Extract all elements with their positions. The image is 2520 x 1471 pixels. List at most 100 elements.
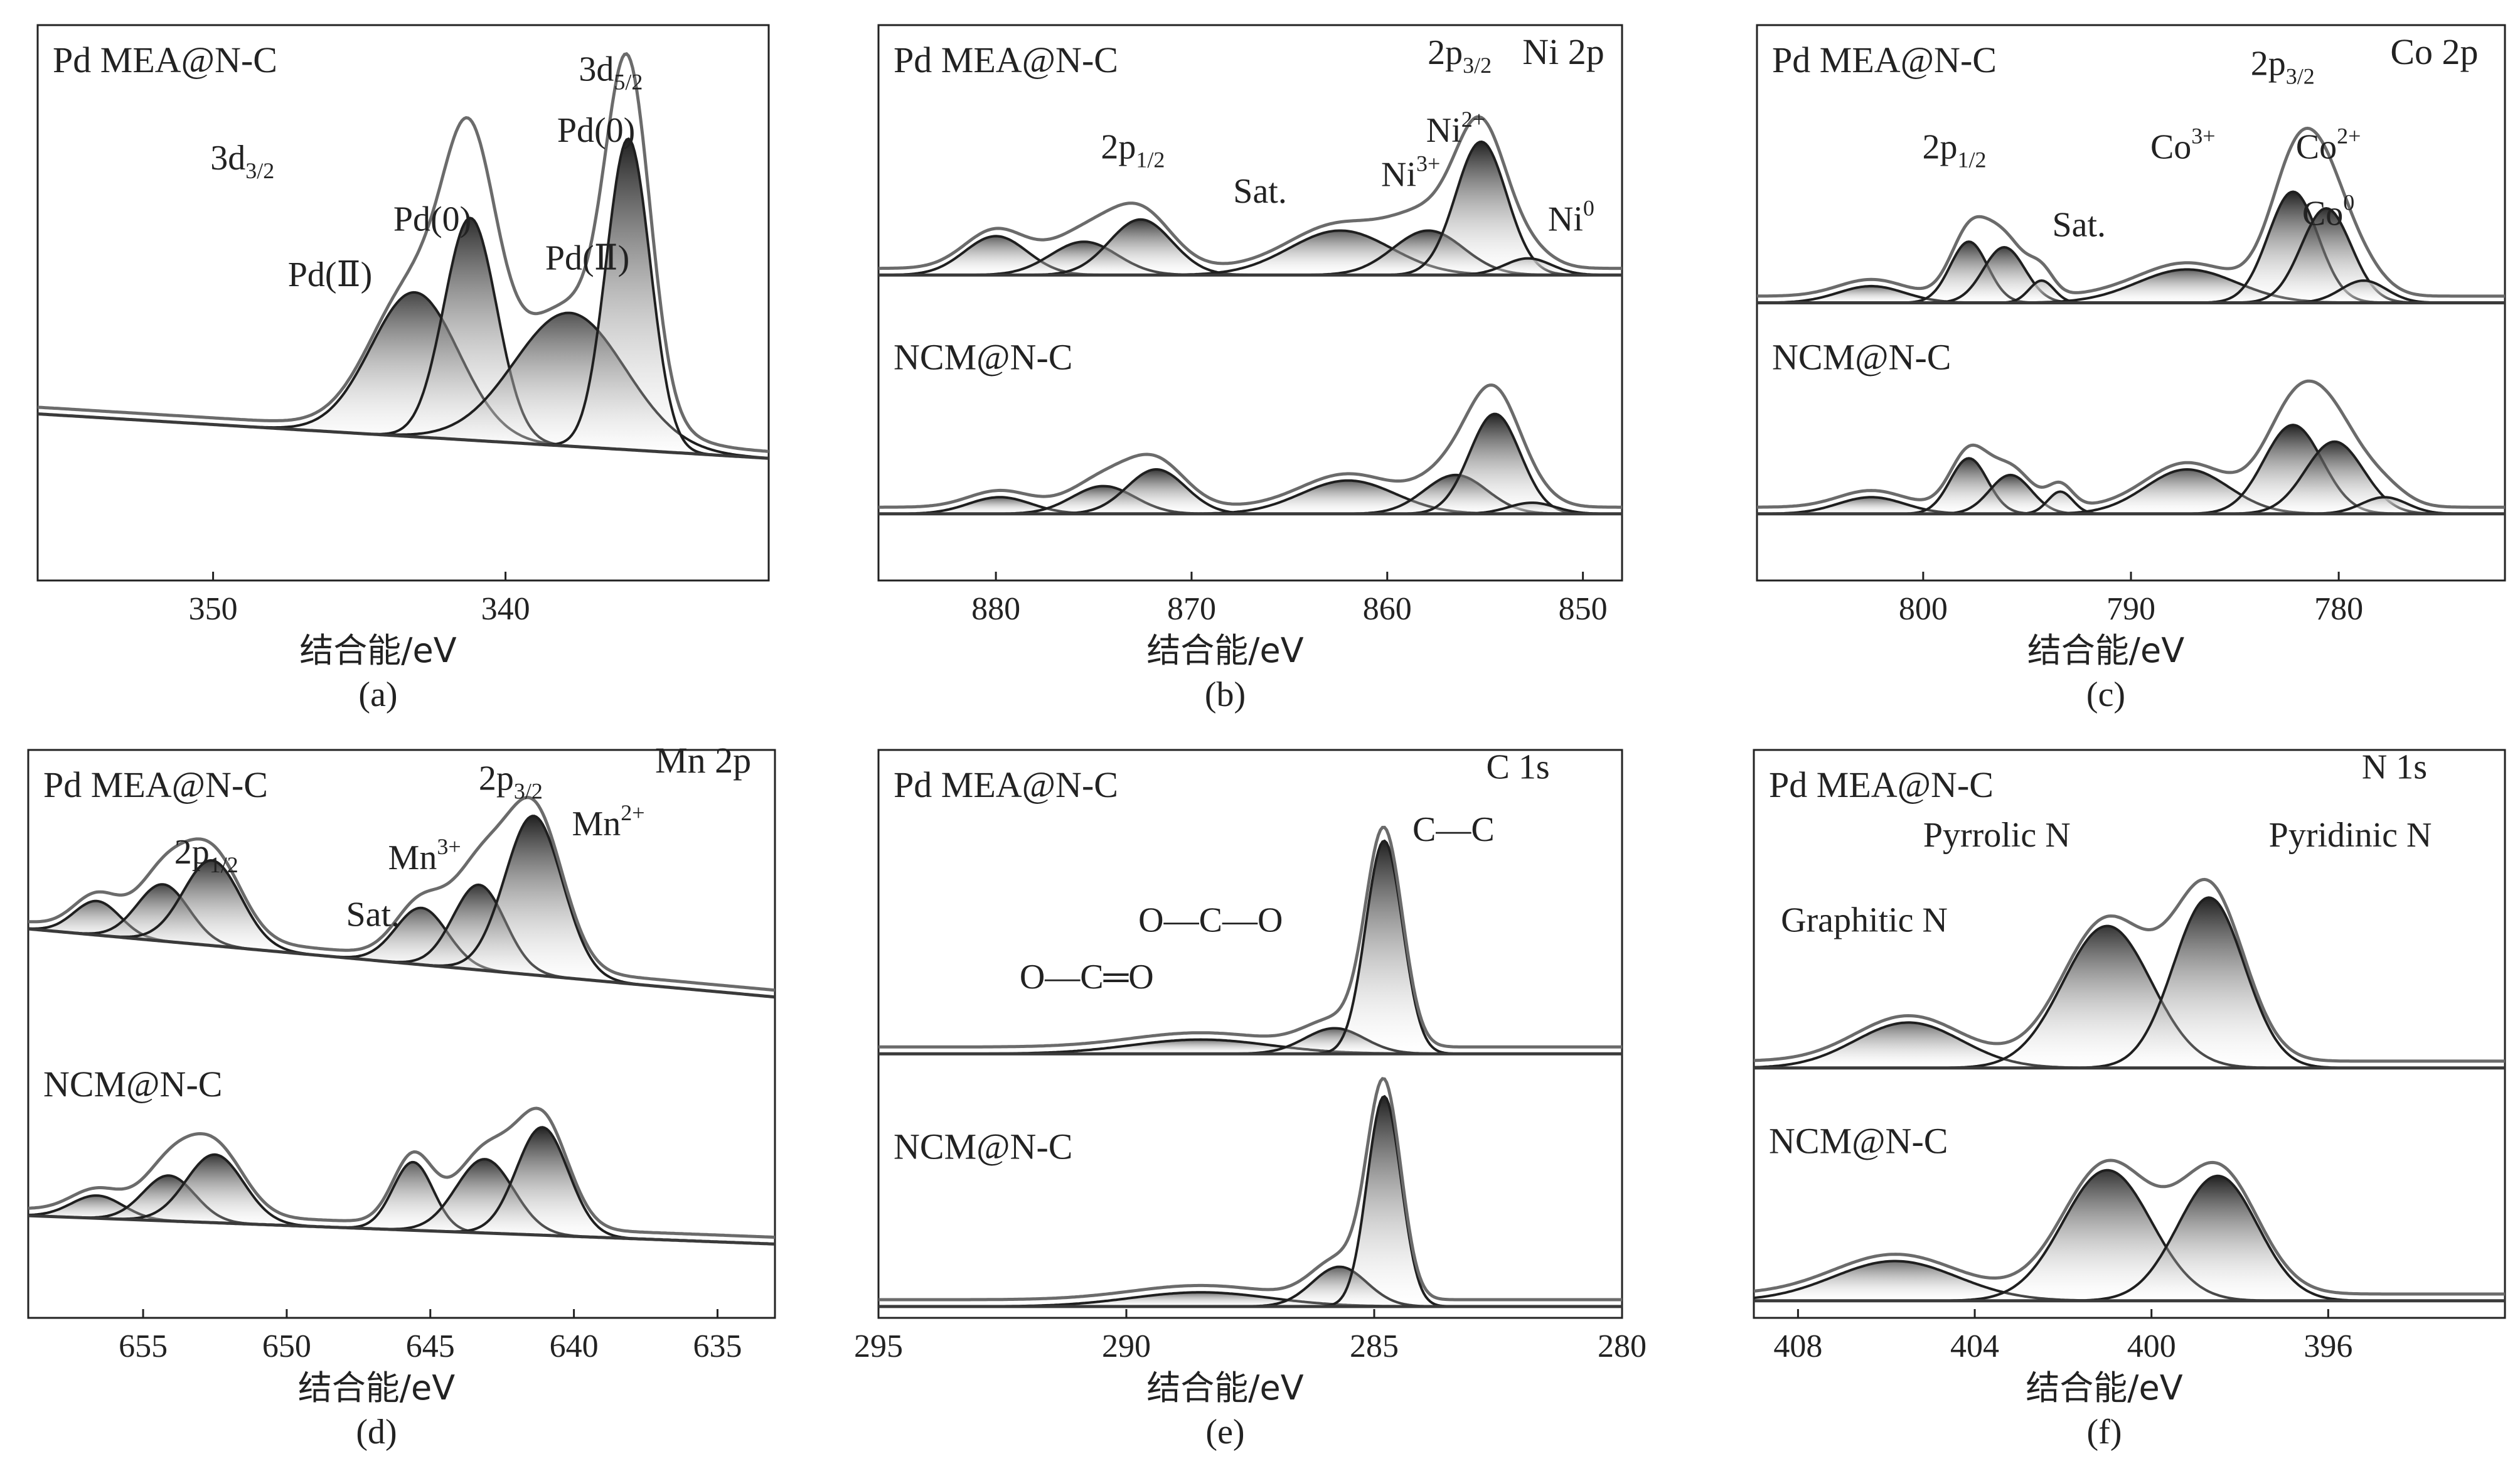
- panel-f: Pd MEA@N-C NCM@N-C Graphitic N Pyrrolic N Py…: [1753, 747, 2506, 1452]
- series-ncm-n-c: [1754, 1158, 2505, 1303]
- sample-label: Pd MEA@N-C: [894, 40, 1118, 80]
- series-pd-mea-n-c: [878, 115, 1622, 277]
- plot-area: [878, 825, 1622, 1308]
- background-line: [38, 412, 769, 460]
- x-tick-label: 645: [406, 1329, 455, 1364]
- sample-label: Pd MEA@N-C: [53, 40, 277, 80]
- x-tick-label: 650: [262, 1329, 311, 1364]
- x-axis-label: 结合能/eV: [1146, 1368, 1303, 1408]
- x-tick-label: 870: [1167, 591, 1216, 627]
- panel-label: (f): [2087, 1413, 2122, 1452]
- peak-annotation: N 1s: [2362, 747, 2427, 786]
- peak-annotation: Co3+: [2150, 123, 2216, 166]
- sample-label: NCM@N-C: [894, 337, 1072, 378]
- peak-annotation: Pd(Ⅱ): [545, 238, 630, 277]
- panel-d: Pd MEA@N-C NCM@N-C 2p1/2 Mn3+ Sat. 2p3/2 Mn 2p…: [27, 740, 776, 1452]
- plot-area: [28, 796, 775, 1246]
- x-axis-label: 结合能/eV: [299, 631, 456, 670]
- series-pd-mea-n-c: [28, 796, 775, 999]
- peak-annotation: Co0: [2302, 190, 2354, 233]
- sample-label: NCM@N-C: [1769, 1121, 1948, 1162]
- envelope-line: [878, 115, 1622, 270]
- series-pd-mea-n-c: [38, 52, 769, 460]
- panel-e: Pd MEA@N-C NCM@N-C O—C═O O—C—O C—C C 1s 295 290…: [854, 747, 1647, 1452]
- peak-annotation: 3d3/2: [210, 139, 274, 183]
- peak-annotation: O—C—O: [1138, 901, 1283, 940]
- envelope-line: [878, 383, 1622, 509]
- peak-annotation: Pyridinic N: [2269, 816, 2432, 855]
- peak-annotation: 2p3/2: [1428, 33, 1492, 78]
- sample-label: NCM@N-C: [43, 1064, 222, 1105]
- series-ncm-n-c: [878, 1077, 1622, 1308]
- x-tick-label: 290: [1102, 1329, 1151, 1364]
- x-tick-label: 408: [1773, 1329, 1822, 1364]
- peak-annotation: C 1s: [1487, 747, 1550, 786]
- panel-c: Pd MEA@N-C NCM@N-C 2p1/2 Sat. Co3+ 2p3/2 Co 2p…: [1756, 24, 2506, 714]
- peak-annotation: Co 2p: [2390, 31, 2478, 72]
- envelope-line: [1754, 877, 2505, 1063]
- envelope-line: [38, 52, 769, 453]
- peak-annotation: Ni 2p: [1522, 31, 1604, 72]
- peak-annotation: Ni2+: [1426, 107, 1485, 150]
- envelope-line: [878, 1077, 1622, 1302]
- x-tick-label: 350: [189, 591, 238, 627]
- series-ncm-n-c: [1757, 379, 2505, 516]
- x-axis-label: 结合能/eV: [1146, 631, 1303, 670]
- peak-annotation: O—C═O: [1020, 958, 1154, 997]
- peak-annotation: Pd(Ⅱ): [288, 255, 373, 294]
- peak-annotation: 2p3/2: [2251, 45, 2315, 89]
- panel-a: Pd MEA@N-C 3d3/2 Pd(Ⅱ) Pd(0) Pd(Ⅱ) Pd(0) 3d5/2…: [36, 24, 770, 714]
- series-ncm-n-c: [28, 1106, 775, 1246]
- envelope-line: [1757, 379, 2505, 509]
- series-pd-mea-n-c: [878, 825, 1622, 1056]
- envelope-line: [1757, 126, 2505, 298]
- peak-annotation: Graphitic N: [1781, 901, 1948, 940]
- peak-annotation: Ni3+: [1381, 151, 1440, 195]
- peak-annotation: Sat.: [346, 896, 400, 934]
- panel-label: (a): [358, 675, 397, 714]
- x-tick-label: 280: [1598, 1329, 1647, 1364]
- peak-annotation: 2p1/2: [1923, 127, 1987, 172]
- panel-label: (b): [1205, 675, 1246, 714]
- peak-annotation: 2p1/2: [1101, 127, 1165, 172]
- sample-label: Pd MEA@N-C: [43, 764, 268, 805]
- panel-label: (d): [356, 1413, 397, 1452]
- sample-label: NCM@N-C: [894, 1126, 1072, 1167]
- envelope-line: [28, 1106, 775, 1239]
- peak-annotation: Mn2+: [572, 800, 644, 843]
- peak-annotation: Mn3+: [388, 834, 461, 877]
- x-tick-label: 340: [481, 591, 530, 627]
- plot-area: [1754, 877, 2505, 1303]
- peak-annotation: Ni0: [1548, 195, 1594, 238]
- x-tick-label: 396: [2304, 1329, 2352, 1364]
- plot-area: [38, 52, 769, 460]
- x-tick-label: 640: [550, 1329, 599, 1364]
- peak-annotation: C—C: [1412, 810, 1495, 849]
- peak-annotation: Pd(0): [393, 200, 471, 238]
- peak-annotation: 2p1/2: [174, 833, 238, 877]
- x-tick-label: 635: [693, 1329, 742, 1364]
- x-tick-label: 295: [854, 1329, 903, 1364]
- plot-area: [878, 115, 1622, 516]
- panel-label: (e): [1205, 1413, 1244, 1452]
- background-line: [28, 927, 775, 999]
- x-axis-label: 结合能/eV: [2026, 1368, 2182, 1408]
- x-tick-label: 880: [971, 591, 1020, 627]
- panel-b: Pd MEA@N-C NCM@N-C 2p1/2 Sat. Ni3+Ni2+ 2p3/2 N…: [877, 24, 1623, 714]
- peak-annotation: Co2+: [2296, 123, 2361, 166]
- x-axis-label: 结合能/eV: [2027, 631, 2184, 670]
- peak-annotation: Sat.: [1233, 172, 1287, 211]
- panel-label: (c): [2086, 675, 2125, 714]
- x-tick-label: 800: [1899, 591, 1948, 627]
- sample-label: Pd MEA@N-C: [1772, 40, 1997, 80]
- x-axis-label: 结合能/eV: [298, 1368, 455, 1408]
- peak-annotation: Mn 2p: [655, 740, 751, 781]
- background-line: [28, 1214, 775, 1246]
- peak-annotation: Pd(0): [557, 111, 635, 150]
- x-tick-label: 850: [1559, 591, 1608, 627]
- x-tick-label: 655: [119, 1329, 168, 1364]
- series-pd-mea-n-c: [1757, 126, 2505, 304]
- envelope-line: [878, 825, 1622, 1049]
- x-tick-label: 404: [1950, 1329, 1999, 1364]
